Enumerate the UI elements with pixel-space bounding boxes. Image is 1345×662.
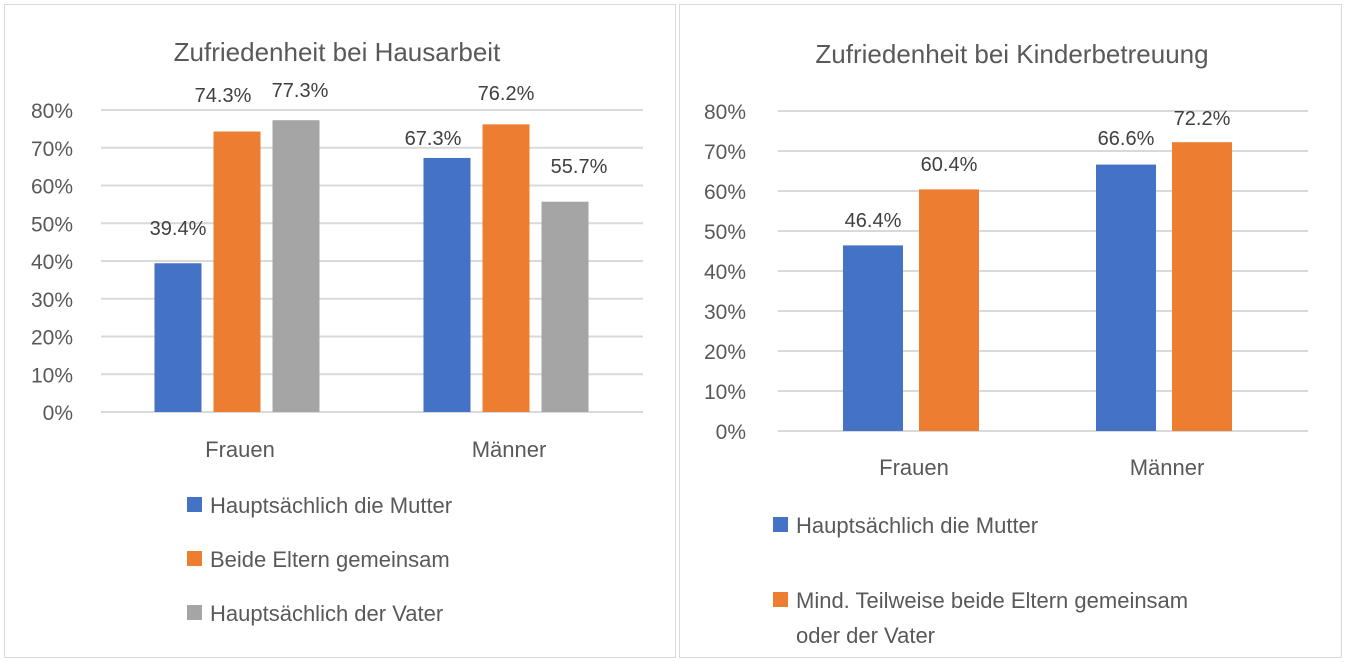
data-label: 72.2% (1174, 108, 1231, 130)
data-label: 55.7% (551, 156, 608, 178)
bar (1096, 164, 1156, 431)
y-tick-label: 0% (716, 421, 746, 444)
legend-label: Hauptsächlich der Vater (210, 601, 443, 626)
legend-item: Hauptsächlich die Mutter (773, 513, 1038, 538)
y-tick-label: 30% (31, 289, 73, 312)
y-tick-label: 20% (31, 327, 73, 350)
legend-swatch (773, 517, 788, 532)
bar (843, 245, 903, 431)
legend-swatch (773, 592, 788, 607)
legend-swatch (187, 497, 202, 512)
legend-label: Beide Eltern gemeinsam (210, 547, 450, 572)
legend-item: Hauptsächlich die Mutter (187, 493, 452, 518)
y-tick-label: 20% (704, 341, 746, 364)
data-label: 76.2% (478, 83, 535, 105)
y-tick-label: 30% (704, 301, 746, 324)
legend-item: Mind. Teilweise beide Eltern gemeinsam od… (773, 588, 1188, 648)
y-tick-label: 10% (31, 364, 73, 387)
bar (1172, 142, 1232, 431)
bar (919, 189, 979, 431)
legend-label: oder der Vater (796, 623, 935, 648)
chart-hausarbeit: Zufriedenheit bei Hausarbeit 0% 10% 20% 30%… (31, 37, 643, 626)
chart-panel-kinderbetreuung: Zufriedenheit bei Kinderbetreuung 0% 10% 2… (679, 4, 1342, 658)
y-tick-label: 40% (31, 251, 73, 274)
legend-swatch (187, 551, 202, 566)
data-label: 39.4% (150, 218, 207, 240)
y-tick-label: 60% (31, 176, 73, 199)
category-label: Frauen (879, 455, 949, 480)
y-tick-label: 60% (704, 181, 746, 204)
category-label: Frauen (205, 437, 275, 462)
chart-title: Zufriedenheit bei Kinderbetreuung (815, 39, 1208, 69)
bar (423, 157, 471, 412)
legend-item: Hauptsächlich der Vater (187, 601, 443, 626)
data-label: 74.3% (195, 85, 252, 107)
data-label: 77.3% (272, 80, 329, 102)
bar (541, 201, 589, 412)
data-label: 67.3% (405, 128, 462, 150)
bar (272, 120, 320, 412)
data-label: 66.6% (1098, 128, 1155, 150)
legend-item: Beide Eltern gemeinsam (187, 547, 450, 572)
y-tick-label: 80% (704, 101, 746, 124)
chart-kinderbetreuung: Zufriedenheit bei Kinderbetreuung 0% 10% 2… (704, 39, 1308, 648)
legend-label: Hauptsächlich die Mutter (796, 513, 1038, 538)
y-tick-label: 70% (31, 138, 73, 161)
y-tick-label: 70% (704, 141, 746, 164)
y-tick-label: 50% (704, 221, 746, 244)
y-tick-label: 50% (31, 213, 73, 236)
chart-title: Zufriedenheit bei Hausarbeit (174, 37, 501, 67)
y-tick-label: 80% (31, 100, 73, 123)
legend-label: Hauptsächlich die Mutter (210, 493, 452, 518)
category-label: Männer (472, 437, 547, 462)
bar (213, 131, 261, 412)
y-tick-label: 40% (704, 261, 746, 284)
bar (154, 263, 202, 412)
category-label: Männer (1130, 455, 1205, 480)
data-label: 46.4% (845, 210, 902, 232)
y-tick-label: 0% (43, 402, 73, 425)
chart-panel-hausarbeit: Zufriedenheit bei Hausarbeit 0% 10% 20% 30%… (4, 4, 676, 658)
bar (482, 124, 530, 412)
y-tick-label: 10% (704, 381, 746, 404)
legend-swatch (187, 605, 202, 620)
legend-label: Mind. Teilweise beide Eltern gemeinsam (796, 588, 1188, 613)
data-label: 60.4% (921, 154, 978, 176)
